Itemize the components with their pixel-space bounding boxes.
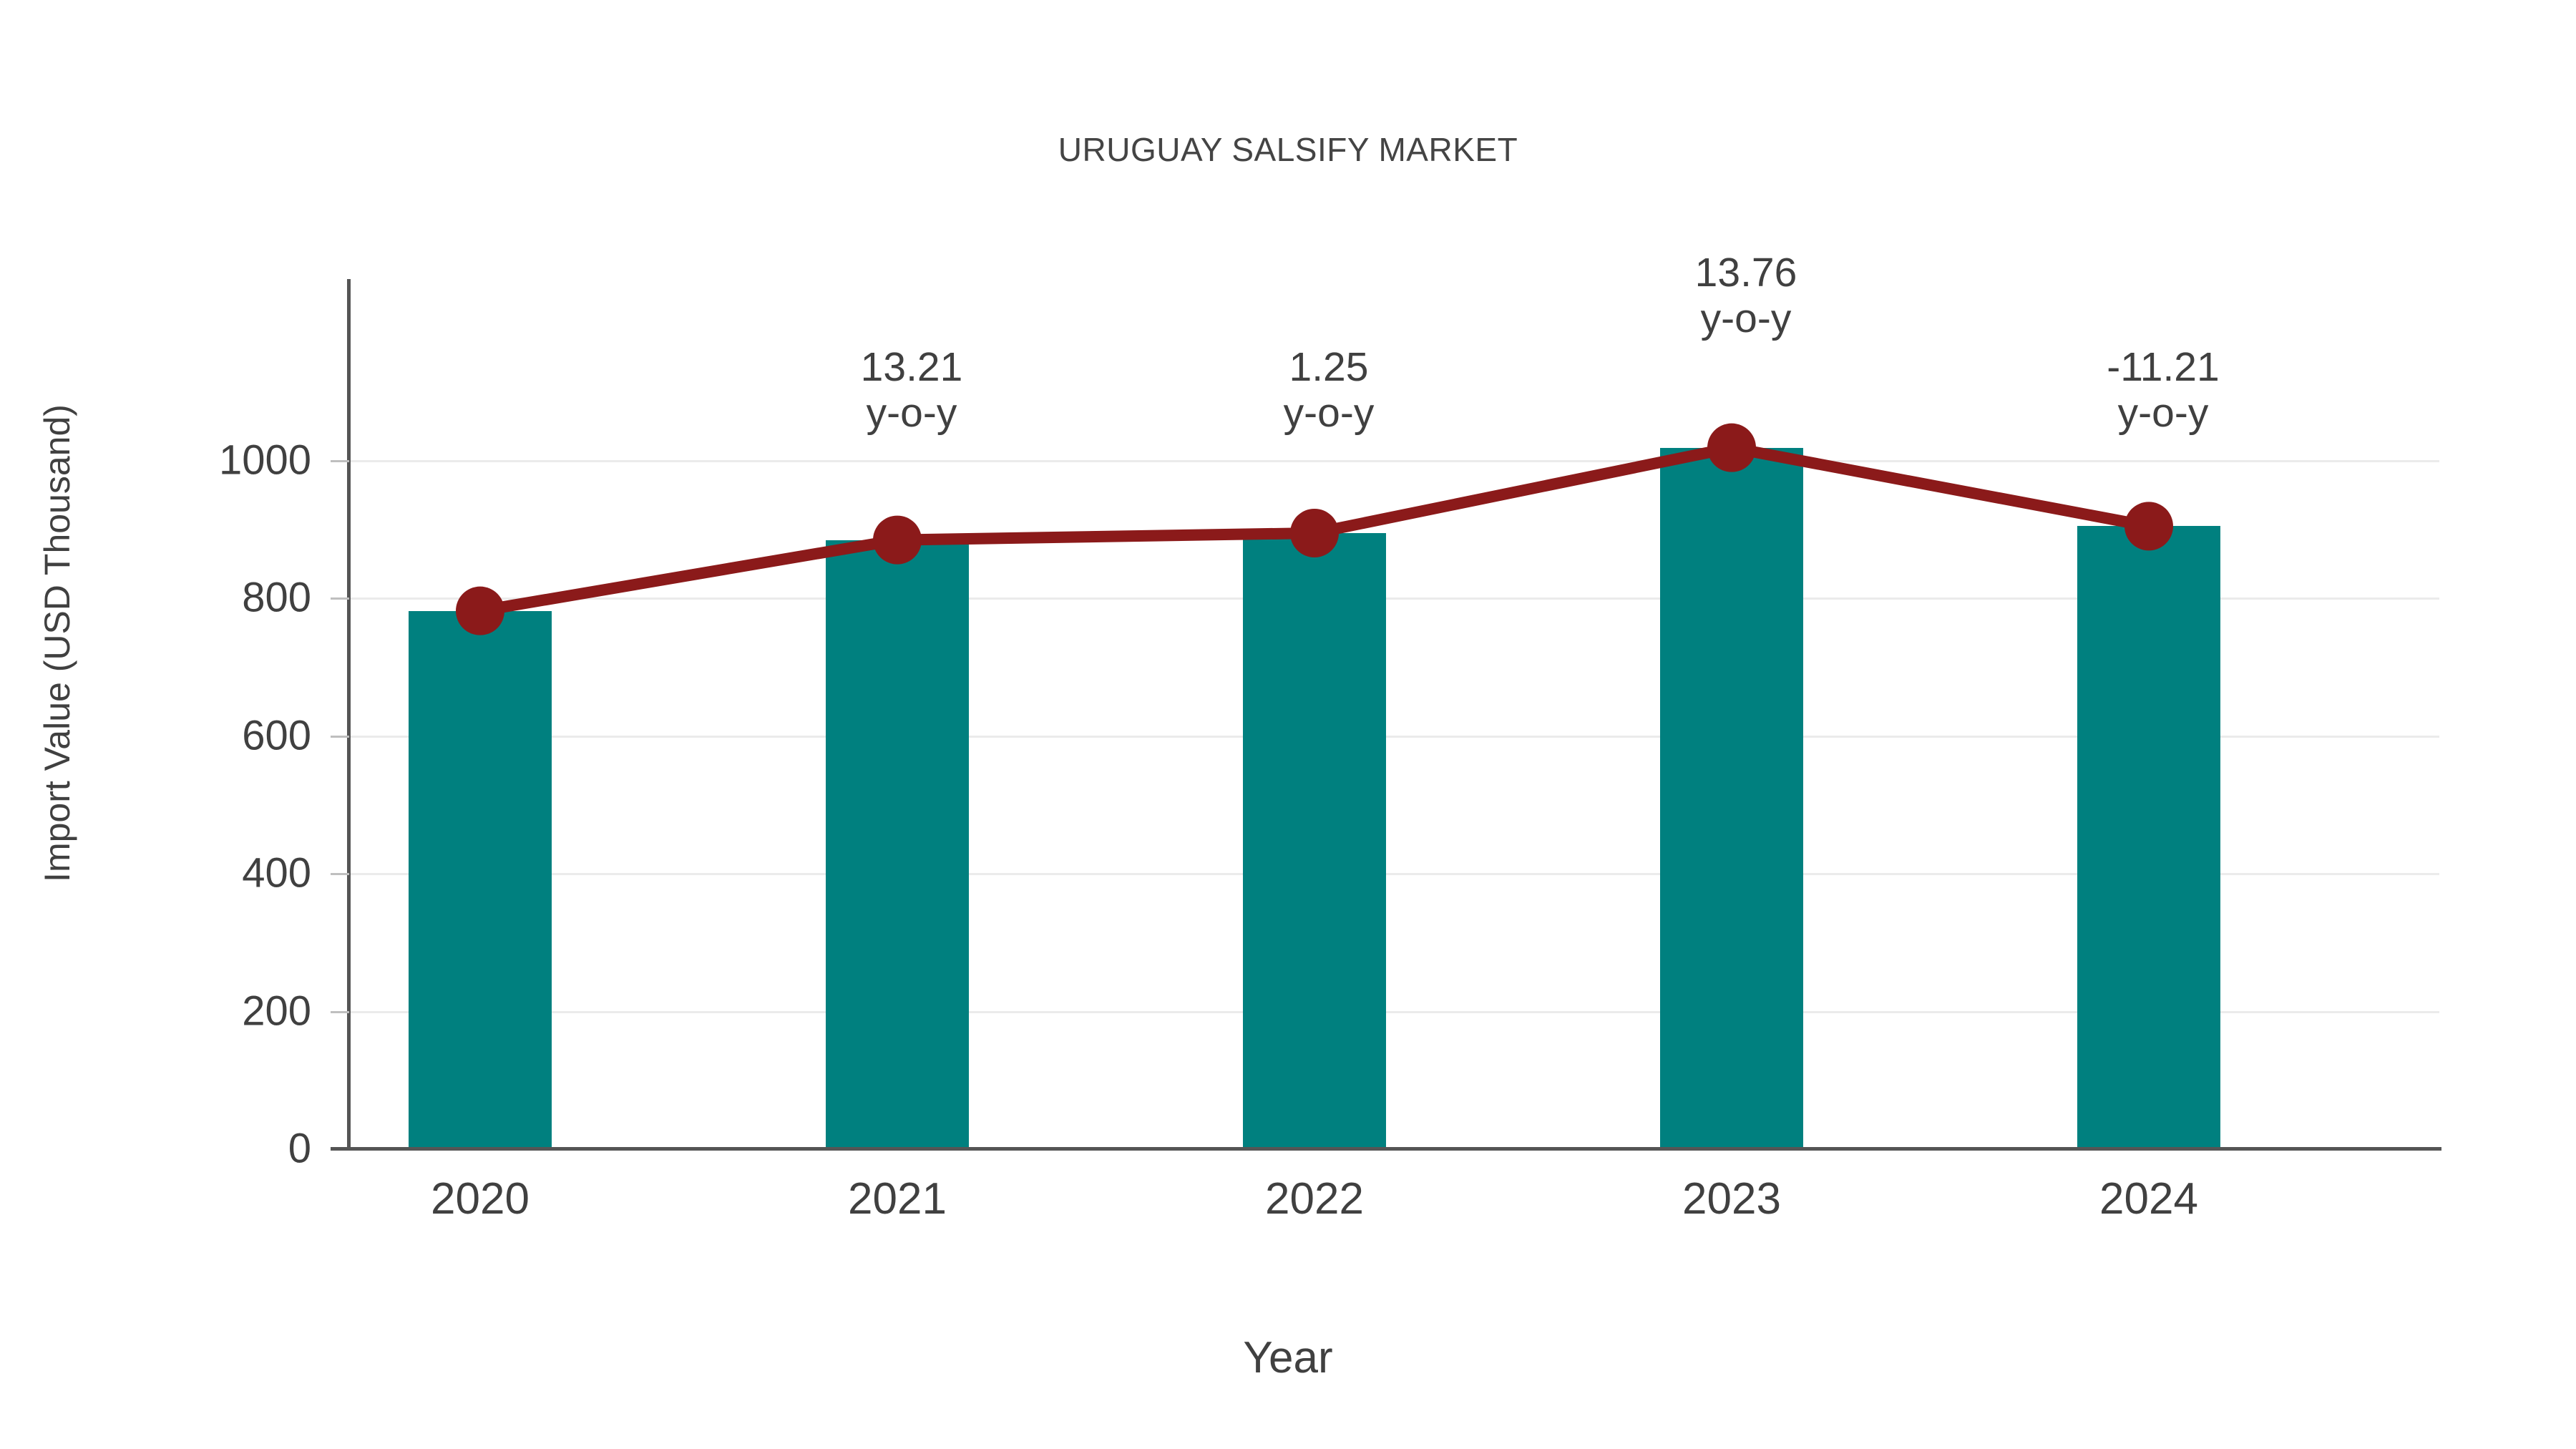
- y-tick-mark-800: [331, 597, 349, 600]
- bar-2023[interactable]: [1660, 447, 1803, 1148]
- annotation-2024-value: -11.21: [2107, 344, 2220, 390]
- y-tick-mark-1000: [331, 460, 349, 462]
- y-tick-label-400: 400: [242, 849, 311, 897]
- chart-title: URUGUAY SALSIFY MARKET: [1058, 131, 1518, 168]
- x-axis-title: Year: [1243, 1333, 1333, 1382]
- annotation-2022-sub: y-o-y: [1283, 389, 1375, 436]
- gridline-600: [350, 736, 2439, 738]
- annotation-2022-value: 1.25: [1289, 344, 1369, 390]
- annotation-2024: -11.21 y-o-y: [1999, 344, 2328, 436]
- gridline-200: [350, 1011, 2439, 1013]
- bar-2021[interactable]: [826, 540, 969, 1148]
- y-tick-mark-600: [331, 736, 349, 738]
- plot-area: [350, 447, 2439, 1148]
- gridline-400: [350, 873, 2439, 875]
- y-axis-spine: [347, 279, 351, 1148]
- x-tick-label-2020: 2020: [431, 1174, 530, 1224]
- annotation-2024-sub: y-o-y: [2117, 389, 2209, 436]
- bar-2022[interactable]: [1243, 532, 1386, 1148]
- annotation-2021-sub: y-o-y: [866, 389, 957, 436]
- y-tick-label-800: 800: [242, 574, 311, 621]
- annotation-2023-value: 13.76: [1694, 250, 1797, 296]
- y-tick-label-600: 600: [242, 712, 311, 759]
- y-axis-title: Import Value (USD Thousand): [37, 404, 77, 882]
- annotation-2022: 1.25 y-o-y: [1164, 344, 1493, 436]
- x-tick-label-2022: 2022: [1265, 1174, 1364, 1224]
- y-tick-label-200: 200: [242, 987, 311, 1035]
- x-tick-label-2023: 2023: [1682, 1174, 1781, 1224]
- bar-2020[interactable]: [409, 610, 552, 1148]
- y-tick-mark-400: [331, 873, 349, 875]
- bar-2024[interactable]: [2077, 526, 2220, 1148]
- y-tick-label-1000: 1000: [218, 436, 311, 484]
- x-tick-label-2021: 2021: [848, 1174, 947, 1224]
- x-tick-label-2024: 2024: [2099, 1174, 2198, 1224]
- annotation-2021: 13.21 y-o-y: [747, 344, 1076, 436]
- annotation-2021-value: 13.21: [860, 344, 963, 390]
- gridline-1000: [350, 460, 2439, 462]
- annotation-2023-sub: y-o-y: [1700, 295, 1792, 341]
- annotation-2023: 13.76 y-o-y: [1581, 250, 1911, 342]
- x-axis-spine: [331, 1147, 2441, 1151]
- y-tick-label-0: 0: [288, 1125, 311, 1172]
- y-tick-mark-200: [331, 1011, 349, 1013]
